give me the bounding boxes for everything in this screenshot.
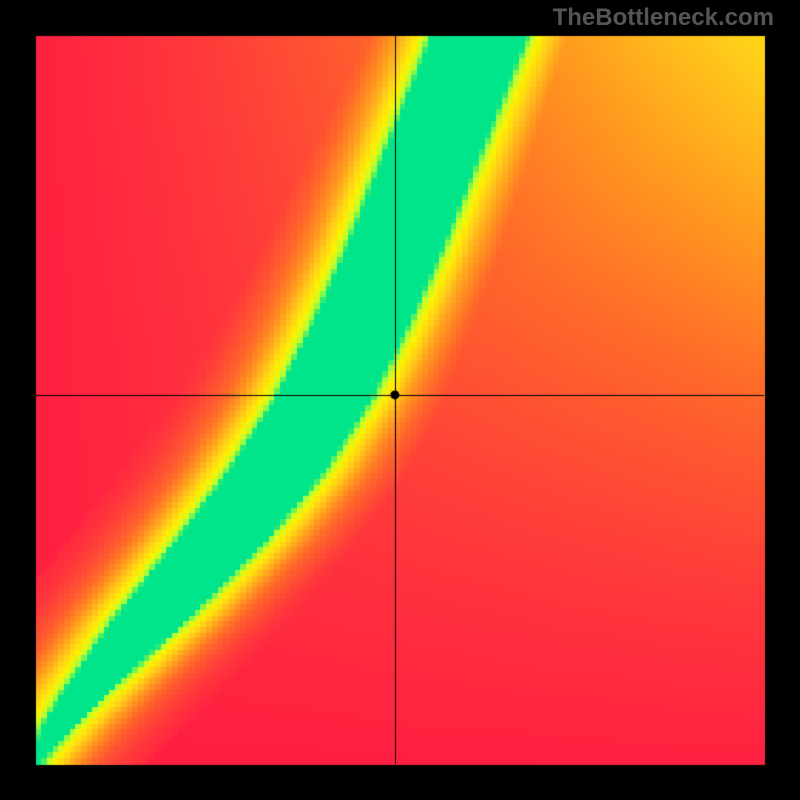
chart-container: TheBottleneck.com bbox=[0, 0, 800, 800]
bottleneck-heatmap bbox=[0, 0, 800, 800]
